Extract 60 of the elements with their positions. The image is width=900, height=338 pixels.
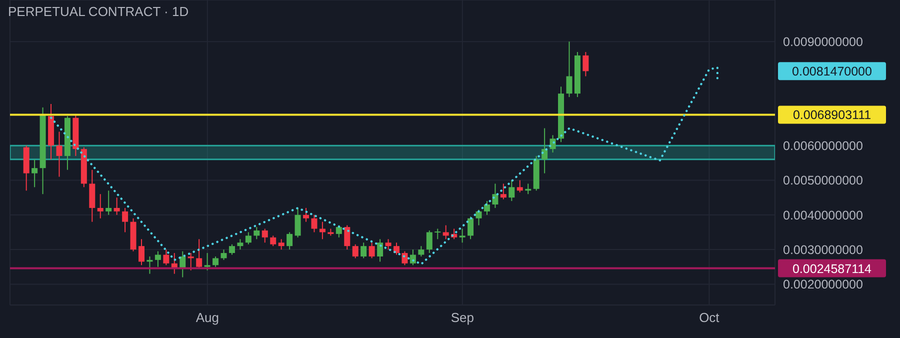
candlestick [360,242,367,259]
candlestick [278,238,284,250]
x-tick-label: Aug [196,310,219,326]
candlestick [418,246,424,257]
x-tick-label: Oct [699,310,720,326]
ref-line-label: 0.0024587114 [792,262,872,276]
candlestick [270,235,276,247]
candlestick [484,200,490,216]
ref-line-label: 0.0068903111 [792,108,872,122]
candlestick [56,131,62,178]
candlestick [262,228,268,244]
candlestick [394,242,400,256]
candlestick [492,183,498,208]
candlestick [508,180,515,202]
candlestick [426,230,432,254]
candlestick [237,238,244,250]
candlestick [368,242,375,259]
y-tick-label: 0.0060000000 [783,139,863,154]
candlestick [154,250,161,268]
candlestick [32,158,38,188]
candlestick [459,228,466,244]
candlestick [114,197,120,216]
candlestick [245,232,252,245]
y-tick-label: 0.0050000000 [783,174,863,188]
candlestick [311,214,318,233]
candlestick [468,216,474,240]
candlestick [402,250,408,266]
candlestick [442,224,449,240]
x-tick-label: Sep [450,310,474,326]
text: 0.0081470000 [792,64,872,79]
y-tick-label: 0.0030000000 [783,242,863,257]
candlestick [97,194,104,219]
candlestick [286,232,293,250]
candlestick [344,224,350,250]
y-tick-label: 0.0020000000 [783,278,863,292]
y-tick-label: 0.0090000000 [783,35,863,50]
candlestick [122,207,128,233]
candlestick [294,207,301,238]
candlestick [220,249,227,260]
candlestick [228,244,235,256]
candlestick [163,249,170,266]
candlestick [106,190,112,216]
candlestick [566,41,572,98]
candlestick [476,209,482,226]
candlestick [582,51,589,77]
candlestick [138,238,144,266]
candlestick [303,207,310,222]
candlestick [434,228,441,240]
candlestick [204,252,210,271]
candlestick [500,183,506,200]
chart-title: PERPETUAL CONTRACT · 1D [8,4,189,19]
candlestick [516,180,523,193]
candlestick [352,244,358,259]
candlestick [385,238,392,250]
candlestick [212,256,219,268]
candlestick [254,226,260,240]
candlestick [196,238,202,270]
candlestick [410,249,416,266]
y-tick-label: 0.0040000000 [783,208,863,222]
candlestick [550,134,556,153]
